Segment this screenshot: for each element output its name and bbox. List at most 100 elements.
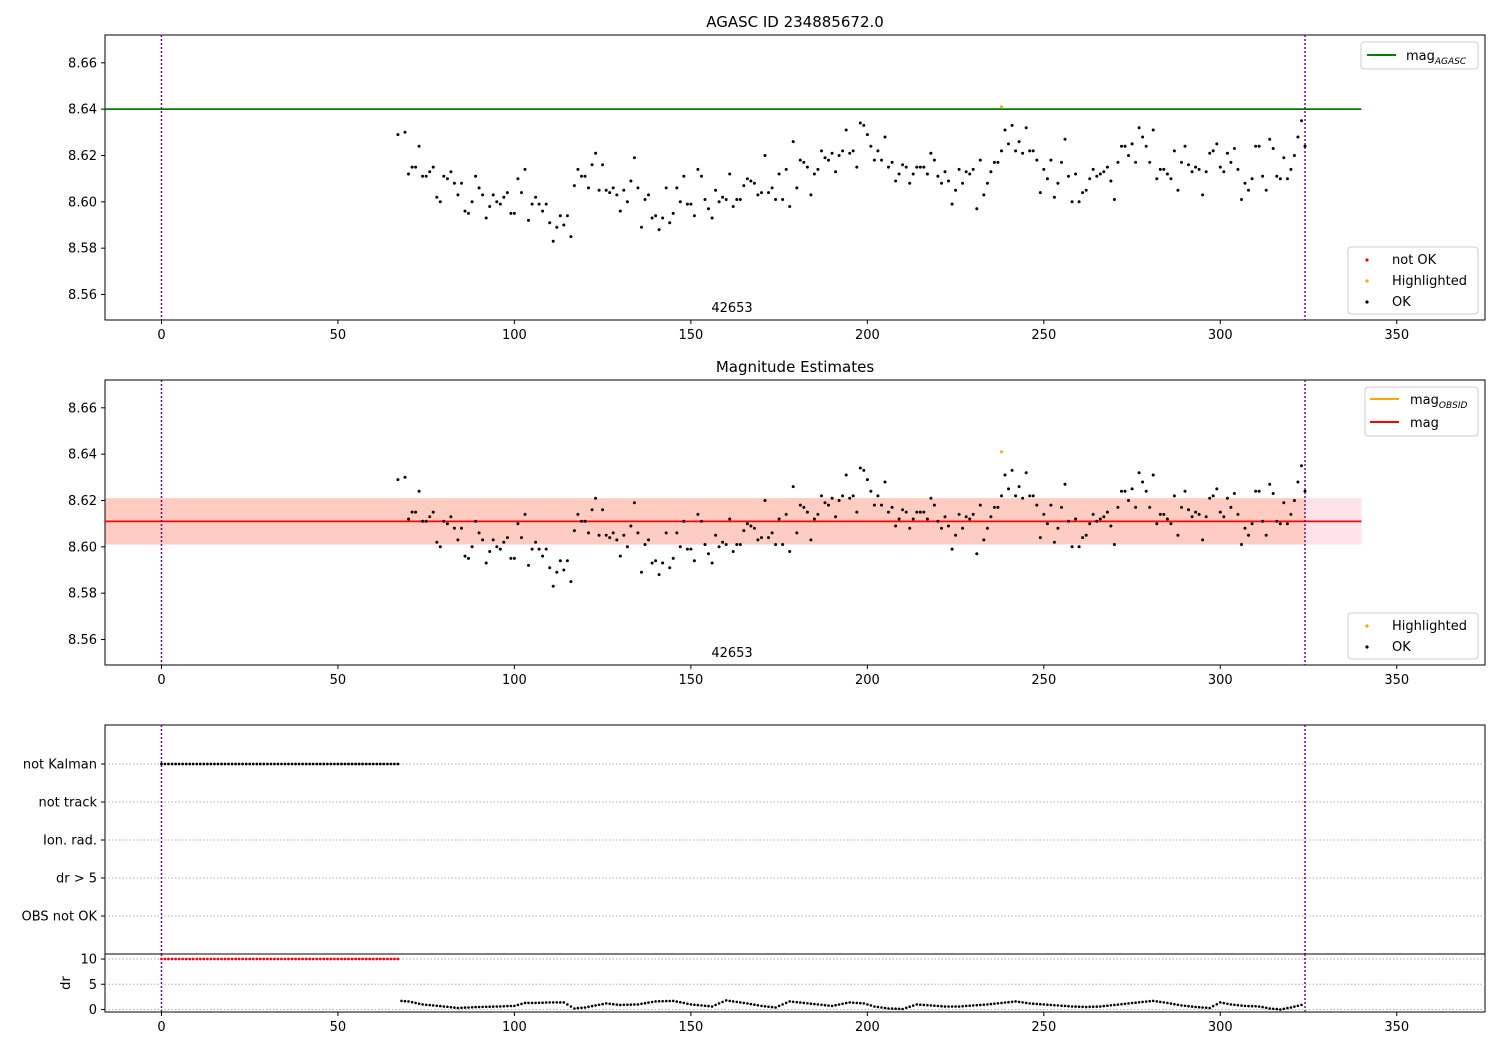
dr-over-limit-point (160, 957, 163, 961)
dr-point (795, 1000, 799, 1004)
ok-point (1303, 144, 1307, 148)
dr-point (679, 1000, 682, 1004)
ok-point (1056, 526, 1060, 530)
ok-point (1127, 499, 1130, 502)
middle-legend-points: Highlighted OK (1347, 612, 1479, 660)
ok-point (869, 489, 873, 493)
ok-point (1035, 503, 1039, 507)
ok-point (851, 494, 855, 498)
ok-point (1211, 494, 1215, 498)
dr-point (1169, 1002, 1173, 1005)
ok-point (664, 531, 668, 535)
not-kalman-point (311, 762, 315, 766)
ok-point (452, 526, 456, 530)
ok-point (841, 149, 845, 153)
dr-point (1070, 1005, 1074, 1008)
not-kalman-point (340, 762, 343, 766)
dr-point (830, 1004, 834, 1008)
ok-point (788, 205, 792, 208)
ok-point (618, 209, 622, 213)
ok-point (954, 188, 958, 192)
dr-point (693, 1003, 696, 1007)
ok-point (1056, 181, 1060, 185)
dr-over-limit-point (333, 957, 336, 961)
x-tick-label: 150 (678, 1020, 703, 1035)
ok-point (745, 177, 749, 181)
ok-point (721, 195, 725, 199)
ok-point (424, 174, 428, 178)
ok-point (1187, 163, 1190, 167)
ok-point (841, 494, 845, 498)
ok-point (717, 545, 721, 549)
dr-over-limit-point (368, 957, 372, 961)
ok-point (1141, 480, 1145, 484)
dr-point (551, 1001, 555, 1004)
dr-over-limit-point (304, 957, 308, 961)
ok-point (1180, 160, 1183, 164)
ok-point (1240, 198, 1243, 201)
dr-point (686, 1002, 689, 1005)
not-kalman-point (167, 762, 170, 766)
not-kalman-point (354, 762, 357, 766)
ok-point (922, 165, 926, 169)
ok-point (1088, 522, 1092, 526)
dr-point (1190, 1005, 1194, 1008)
ok-point (1095, 174, 1099, 178)
dr-point (1010, 1000, 1014, 1004)
dr-over-limit-point (350, 957, 354, 961)
dr-point (1039, 1002, 1042, 1006)
dr-point (1141, 1000, 1144, 1004)
ok-point (1134, 505, 1138, 509)
dr-point (1130, 1001, 1134, 1005)
ok-point (1222, 170, 1226, 174)
dr-point (1268, 1007, 1271, 1010)
ok-point (636, 186, 640, 190)
dr-point (509, 1004, 513, 1008)
x-tick-label: 0 (157, 673, 165, 688)
dr-over-limit-point (389, 957, 393, 961)
not-kalman-point (378, 762, 382, 766)
not-kalman-point (294, 762, 297, 766)
dr-point (573, 1007, 576, 1010)
not-kalman-point (184, 762, 188, 766)
not-kalman-point (326, 762, 329, 766)
ok-point (604, 188, 608, 192)
x-tick-label: 100 (502, 328, 527, 343)
ok-point (985, 526, 989, 530)
dr-point (650, 1000, 654, 1004)
dr-point (813, 1002, 816, 1006)
dr-point (936, 1004, 940, 1008)
ok-point (601, 508, 605, 512)
not-kalman-point (350, 762, 354, 766)
ok-point (950, 202, 954, 206)
dr-over-limit-point (255, 957, 259, 961)
not-kalman-point (269, 762, 273, 766)
ok-point (1236, 512, 1240, 516)
ok-point (869, 144, 873, 148)
dr-point (657, 1000, 661, 1003)
ok-point (961, 526, 965, 530)
dr-point (873, 1005, 876, 1008)
dr-point (1300, 1003, 1303, 1007)
ok-point (749, 524, 753, 528)
ok-point (943, 170, 947, 174)
ok-point (1049, 503, 1053, 507)
x-tick-label: 150 (678, 673, 703, 688)
not-kalman-point (389, 762, 393, 766)
ok-point (802, 160, 806, 164)
ok-point (862, 123, 866, 127)
dr-point (491, 1005, 495, 1008)
dr-point (714, 1003, 717, 1007)
ok-point (1091, 512, 1095, 516)
ok-point (1257, 489, 1261, 493)
top-legend-line: magAGASC (1360, 41, 1479, 70)
ok-point (862, 468, 866, 472)
ok-point (1204, 170, 1208, 174)
dr-point (640, 1002, 643, 1006)
ok-point (537, 547, 541, 551)
dr-point (555, 1001, 559, 1004)
ok-point (417, 489, 421, 493)
dr-point (731, 1000, 735, 1003)
ok-point (650, 216, 654, 220)
ok-point (428, 170, 432, 174)
